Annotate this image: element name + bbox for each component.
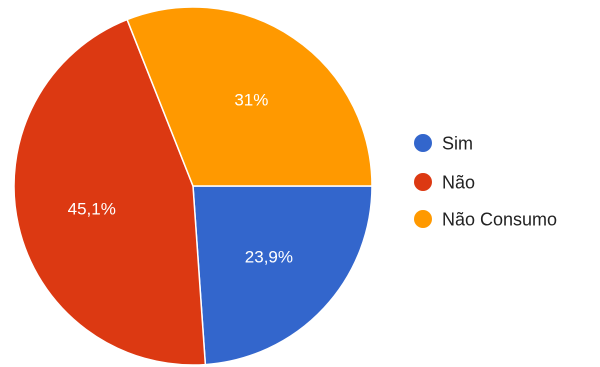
legend-label-sim: Sim [442, 134, 473, 154]
legend-label-nao: Não [442, 173, 475, 193]
legend-item-nao-consumo[interactable]: Não Consumo [414, 210, 557, 230]
pie-slices [13, 6, 373, 366]
slice-value-label-nao: 45,1% [68, 199, 116, 218]
pie-slice-nao-consumo[interactable] [126, 6, 373, 187]
pie-slice-labels: 23,9% 45,1% 31% [68, 91, 293, 267]
pie-slice-sim[interactable] [192, 185, 373, 366]
legend-item-sim[interactable]: Sim [414, 134, 473, 154]
legend-swatch-sim [414, 134, 432, 152]
slice-value-label-nao-consumo: 31% [234, 91, 268, 110]
chart-legend: Sim Não Não Consumo [414, 134, 557, 230]
legend-swatch-nao [414, 173, 432, 191]
legend-label-nao-consumo: Não Consumo [442, 210, 557, 230]
legend-swatch-nao-consumo [414, 210, 432, 228]
legend-item-nao[interactable]: Não [414, 173, 475, 193]
slice-value-label-sim: 23,9% [245, 247, 293, 266]
pie-slice-nao[interactable] [13, 18, 207, 366]
